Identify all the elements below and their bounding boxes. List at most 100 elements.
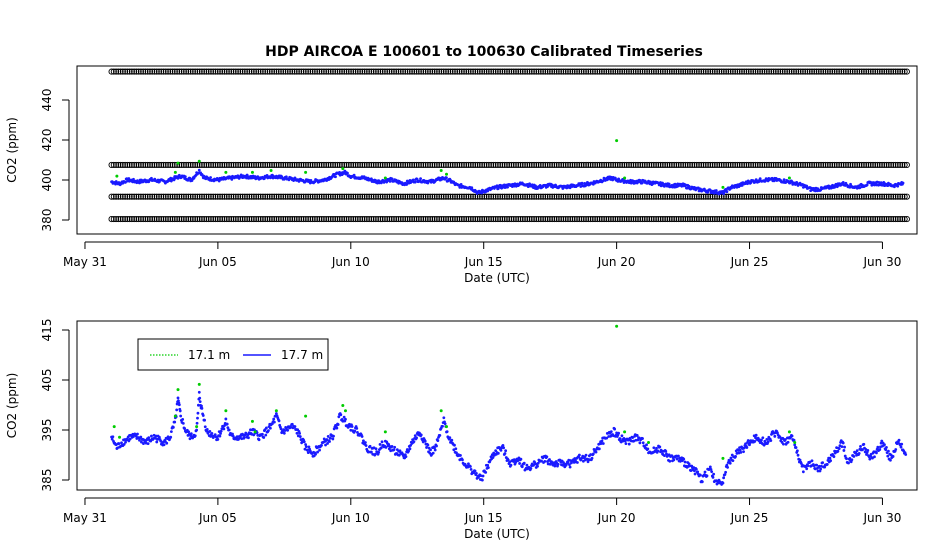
series-point (439, 409, 443, 413)
calibration-point (903, 161, 910, 168)
calibration-point (239, 68, 246, 75)
calibration-point (772, 193, 779, 200)
calibration-point (124, 68, 131, 75)
calibration-point (863, 68, 870, 75)
series-point (693, 472, 697, 476)
calibration-point (779, 68, 786, 75)
calibration-point (817, 216, 825, 223)
plot-area (108, 68, 910, 223)
series-point (618, 437, 622, 440)
calibration-point (257, 216, 264, 223)
series-point (568, 463, 571, 467)
calibration-point (384, 193, 391, 200)
calibration-point (454, 68, 461, 75)
calibration-point (135, 161, 142, 168)
calibration-point (693, 161, 700, 168)
calibration-point (377, 68, 384, 75)
series-point (322, 437, 326, 441)
series-point (304, 445, 308, 449)
series-point (813, 189, 817, 193)
calibration-point (833, 193, 840, 200)
calibration-point (535, 68, 542, 75)
calibration-point (483, 216, 490, 223)
calibration-point (555, 216, 562, 223)
series-point (158, 435, 161, 439)
calibration-point (820, 161, 827, 168)
series-point (647, 440, 651, 444)
series-point (138, 438, 141, 442)
calibration-point (860, 216, 868, 223)
calibration-point (404, 68, 411, 75)
calibration-point (485, 216, 492, 223)
calibration-point (440, 216, 447, 223)
calibration-point (440, 161, 447, 168)
calibration-point (528, 216, 535, 223)
series-point (509, 463, 513, 467)
calibration-point (691, 68, 698, 75)
series-point (843, 445, 846, 449)
calibration-point (117, 161, 124, 168)
calibration-point (695, 68, 703, 75)
series-point (198, 396, 202, 400)
series-point (165, 441, 169, 445)
series-point (664, 449, 668, 453)
calibration-point (192, 68, 199, 75)
calibration-point (359, 193, 366, 200)
calibration-point (727, 193, 734, 200)
calibration-point (372, 68, 379, 75)
calibration-point (411, 193, 418, 200)
calibration-point (122, 193, 129, 200)
calibration-point (865, 161, 872, 168)
calibration-point (259, 216, 266, 223)
series-point (474, 471, 478, 475)
calibration-point (512, 216, 520, 223)
calibration-point (824, 193, 831, 200)
series-point (274, 412, 278, 415)
calibration-point (153, 161, 160, 168)
calibration-point (772, 161, 779, 168)
calibration-point (409, 161, 416, 168)
calibration-point (458, 216, 465, 223)
calibration-point (729, 193, 736, 200)
series-point (155, 440, 159, 444)
calibration-point (300, 68, 307, 75)
calibration-point (271, 193, 278, 200)
calibration-point (718, 193, 725, 200)
calibration-point (718, 161, 725, 168)
calibration-point (786, 216, 793, 223)
calibration-point (795, 193, 802, 200)
series-point (742, 446, 746, 450)
series-point (519, 457, 523, 461)
calibration-point (883, 68, 890, 75)
calibration-point (456, 216, 463, 223)
calibration-point (187, 161, 194, 168)
y-tick-label: 385 (40, 469, 54, 492)
calibration-point (569, 216, 576, 223)
calibration-point (275, 161, 282, 168)
calibration-point (689, 216, 696, 223)
calibration-point (878, 68, 886, 75)
calibration-point (517, 68, 524, 75)
calibration-point (639, 193, 646, 200)
calibration-point (384, 161, 391, 168)
calibration-point (628, 193, 635, 200)
series-point (469, 465, 472, 468)
calibration-point (397, 193, 404, 200)
calibration-point (479, 161, 486, 168)
calibration-point (705, 161, 712, 168)
calibration-point (847, 68, 854, 75)
series-point (794, 446, 798, 449)
calibration-point (122, 216, 129, 223)
calibration-point (305, 161, 312, 168)
calibration-point (684, 193, 691, 200)
series-point (197, 390, 201, 394)
series-point (745, 446, 749, 449)
calibration-point (793, 216, 800, 223)
calibration-point (705, 193, 712, 200)
calibration-point (460, 193, 468, 200)
calibration-point (196, 68, 203, 75)
calibration-point (734, 68, 741, 75)
series-point (617, 431, 621, 435)
series-point (154, 434, 158, 438)
calibration-point (352, 161, 359, 168)
